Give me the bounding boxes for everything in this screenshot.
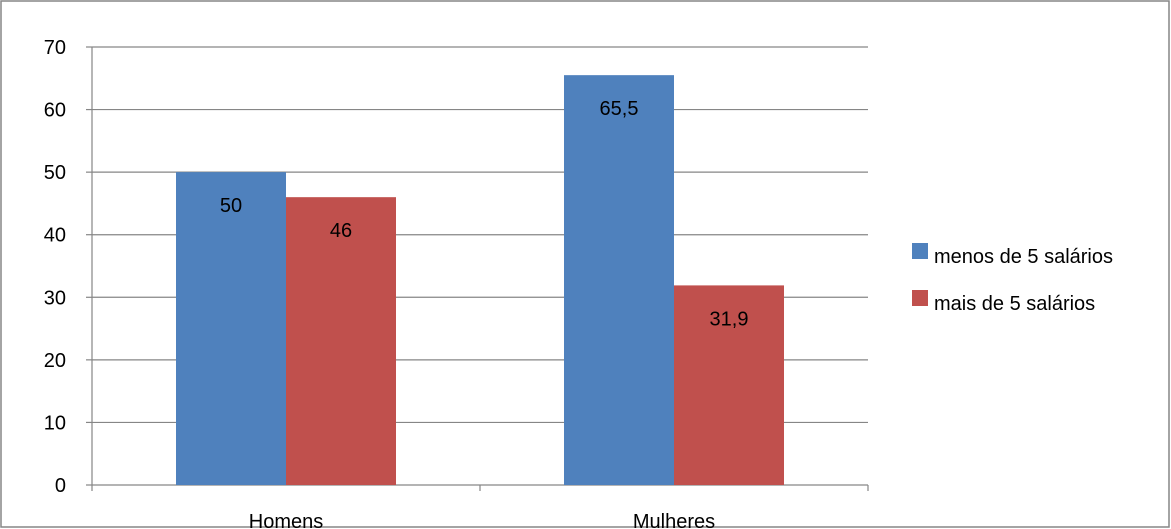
legend-label: mais de 5 salários <box>934 293 1095 315</box>
data-label: 50 <box>220 195 242 217</box>
y-tick-label: 60 <box>44 100 66 122</box>
x-category-label: Homens <box>249 511 323 529</box>
y-tick-label: 70 <box>44 37 66 59</box>
y-tick-label: 10 <box>44 412 66 434</box>
bar <box>674 285 784 485</box>
data-label: 65,5 <box>600 98 639 120</box>
y-tick-label: 40 <box>44 225 66 247</box>
legend-swatch <box>912 243 928 259</box>
bar <box>564 75 674 486</box>
y-tick-label: 50 <box>44 162 66 184</box>
x-category-label: Mulheres <box>633 511 715 529</box>
bars: 50 46 65,5 31,9 <box>176 75 784 486</box>
bar <box>286 197 396 485</box>
y-tick-label: 20 <box>44 350 66 372</box>
legend: menos de 5 salários mais de 5 salários <box>912 243 1113 315</box>
y-axis: 0 10 20 30 40 50 60 70 <box>44 37 93 497</box>
legend-swatch <box>912 290 928 306</box>
y-tick-label: 0 <box>55 475 66 497</box>
y-tick-label: 30 <box>44 287 66 309</box>
legend-label: menos de 5 salários <box>934 246 1113 268</box>
data-label: 46 <box>330 220 352 242</box>
bar <box>176 172 286 485</box>
data-label: 31,9 <box>710 308 749 330</box>
